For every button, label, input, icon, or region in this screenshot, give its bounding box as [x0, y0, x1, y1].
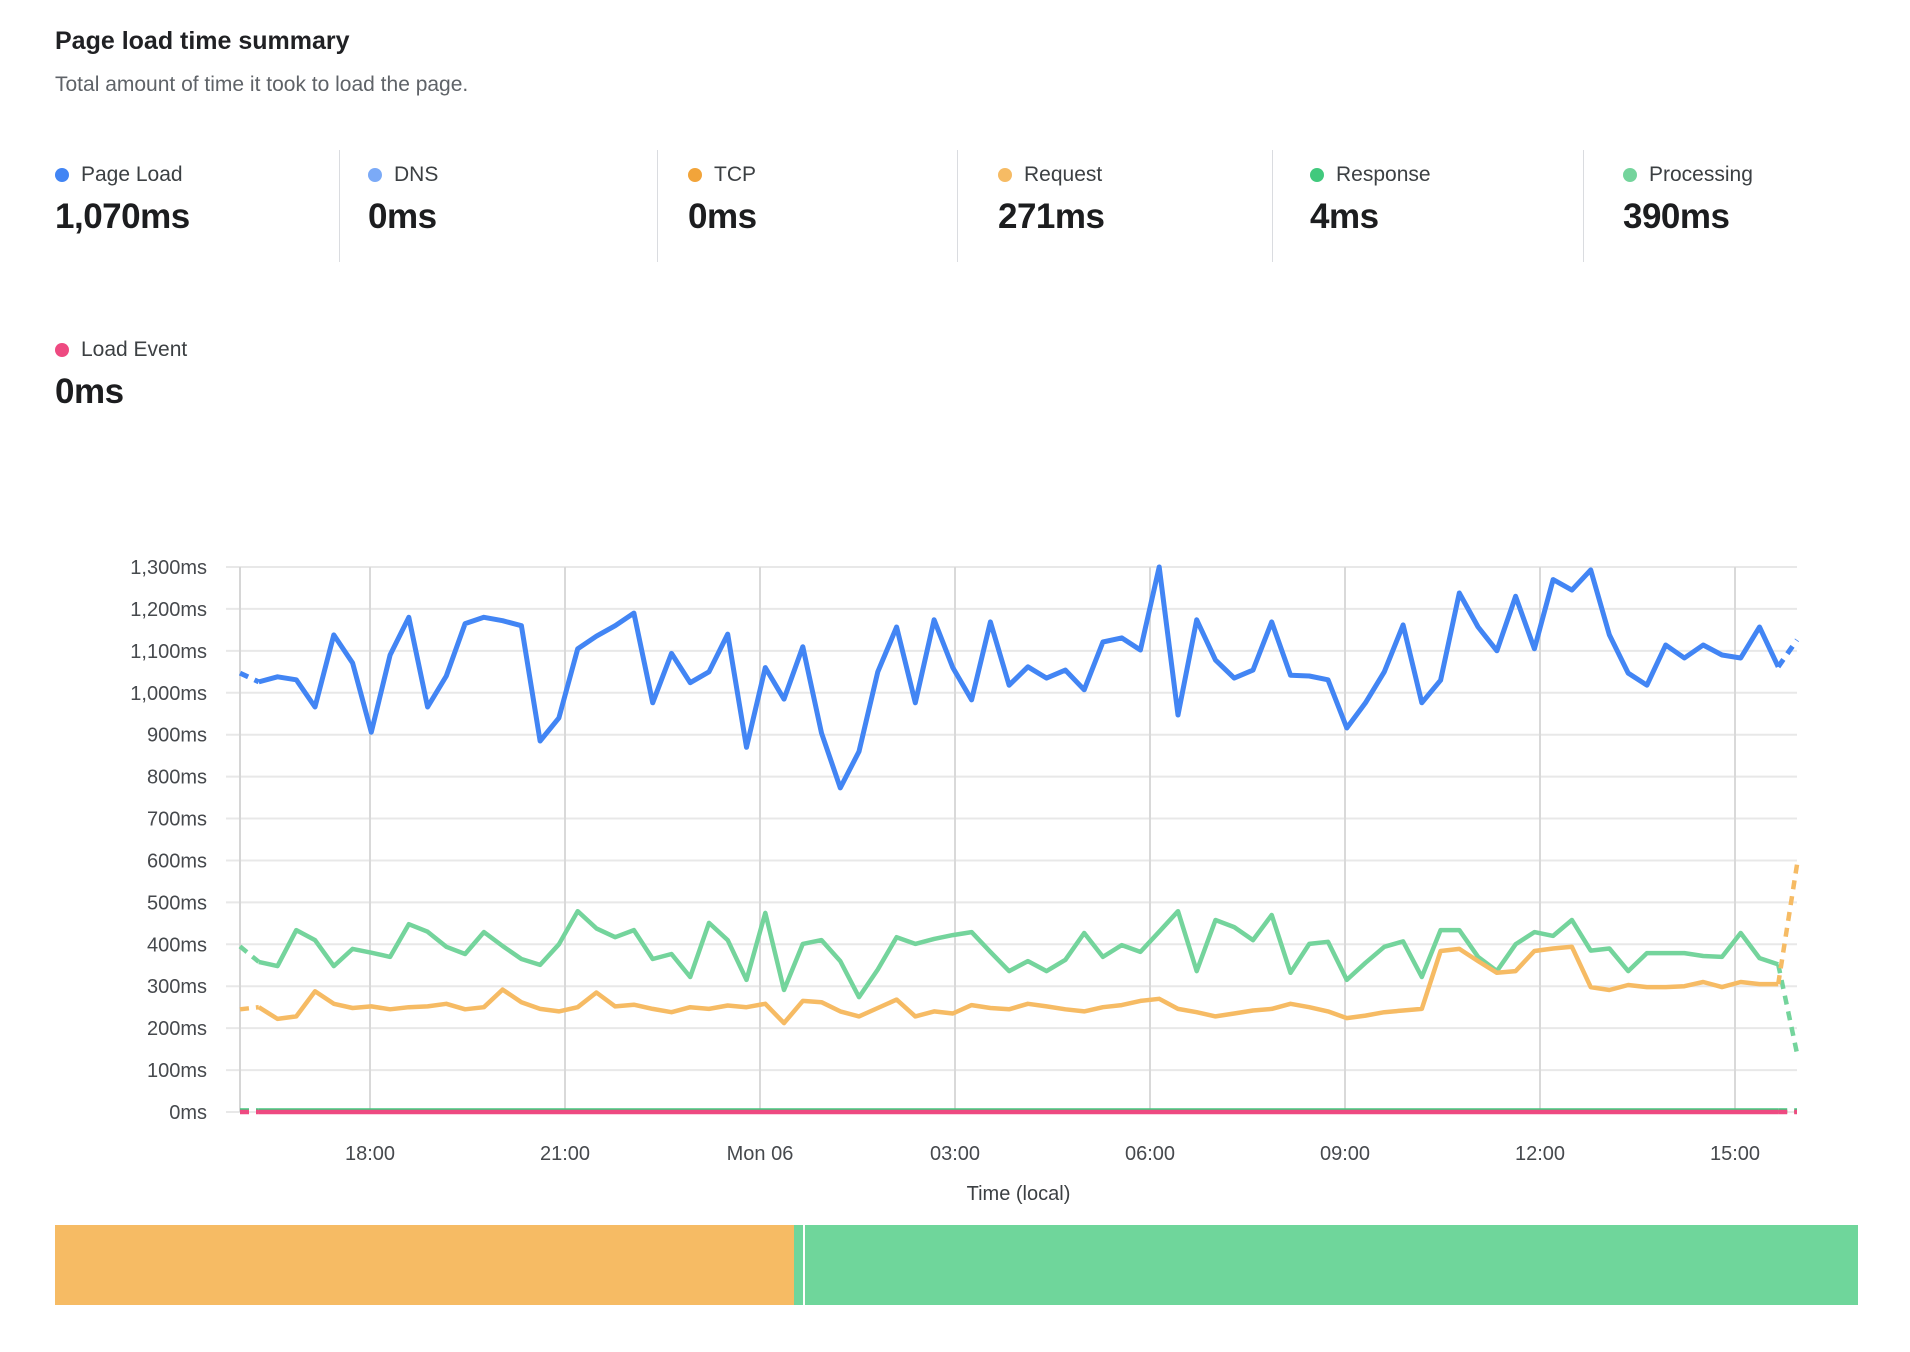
x-axis-title: Time (local): [966, 1183, 1071, 1205]
svg-text:18:00: 18:00: [345, 1143, 395, 1165]
request-dot-icon: [998, 168, 1012, 182]
metric-divider: [339, 150, 340, 262]
metric-label: Processing: [1649, 163, 1753, 186]
svg-text:15:00: 15:00: [1710, 1143, 1760, 1165]
svg-text:400ms: 400ms: [147, 934, 207, 956]
svg-text:900ms: 900ms: [147, 725, 207, 747]
page-load-dot-icon: [55, 168, 69, 182]
page-title: Page load time summary: [55, 27, 350, 55]
metric-value: 0ms: [55, 372, 124, 411]
timeline-strip-chart[interactable]: [55, 1225, 1858, 1305]
metric-response[interactable]: Response 4ms: [1310, 163, 1431, 237]
svg-text:06:00: 06:00: [1125, 1143, 1175, 1165]
processing-dot-icon: [1623, 168, 1637, 182]
svg-text:1,100ms: 1,100ms: [130, 641, 207, 663]
metric-request[interactable]: Request 271ms: [998, 163, 1105, 237]
timeline-segment-processing: [805, 1225, 1858, 1305]
metric-value: 271ms: [998, 197, 1105, 236]
metric-divider: [1583, 150, 1584, 262]
response-dot-icon: [1310, 168, 1324, 182]
metric-divider: [957, 150, 958, 262]
metric-label: DNS: [394, 163, 439, 186]
metric-dns[interactable]: DNS 0ms: [368, 163, 438, 237]
timeline-segment-request: [55, 1225, 795, 1305]
metric-processing[interactable]: Processing 390ms: [1623, 163, 1753, 237]
metric-load-event[interactable]: Load Event 0ms: [55, 338, 187, 412]
page-subtitle: Total amount of time it took to load the…: [55, 73, 469, 96]
svg-text:1,000ms: 1,000ms: [130, 683, 207, 705]
metric-divider: [657, 150, 658, 262]
metric-value: 390ms: [1623, 197, 1730, 236]
metric-value: 0ms: [688, 197, 757, 236]
svg-text:12:00: 12:00: [1515, 1143, 1565, 1165]
metric-label: Page Load: [81, 163, 183, 186]
svg-text:200ms: 200ms: [147, 1018, 207, 1040]
svg-text:300ms: 300ms: [147, 976, 207, 998]
timeline-segment-gap: [803, 1225, 806, 1305]
metric-tcp[interactable]: TCP 0ms: [688, 163, 757, 237]
metric-page-load[interactable]: Page Load 1,070ms: [55, 163, 190, 237]
svg-text:1,300ms: 1,300ms: [130, 557, 207, 579]
timeline-segment-processing: [794, 1225, 804, 1305]
svg-text:500ms: 500ms: [147, 892, 207, 914]
metric-label: Response: [1336, 163, 1431, 186]
svg-text:0ms: 0ms: [169, 1102, 207, 1124]
svg-text:100ms: 100ms: [147, 1060, 207, 1082]
tcp-dot-icon: [688, 168, 702, 182]
load-event-dot-icon: [55, 343, 69, 357]
metric-value: 1,070ms: [55, 197, 190, 236]
metric-label: Request: [1024, 163, 1103, 186]
svg-text:800ms: 800ms: [147, 767, 207, 789]
svg-text:1,200ms: 1,200ms: [130, 599, 207, 621]
metric-label: Load Event: [81, 338, 188, 361]
svg-text:Mon 06: Mon 06: [727, 1143, 794, 1165]
svg-text:600ms: 600ms: [147, 850, 207, 872]
metric-value: 0ms: [368, 197, 437, 236]
svg-text:09:00: 09:00: [1320, 1143, 1370, 1165]
metric-label: TCP: [714, 163, 756, 186]
svg-text:700ms: 700ms: [147, 809, 207, 831]
svg-text:21:00: 21:00: [540, 1143, 590, 1165]
metric-divider: [1272, 150, 1273, 262]
svg-text:03:00: 03:00: [930, 1143, 980, 1165]
metric-value: 4ms: [1310, 197, 1379, 236]
dns-dot-icon: [368, 168, 382, 182]
